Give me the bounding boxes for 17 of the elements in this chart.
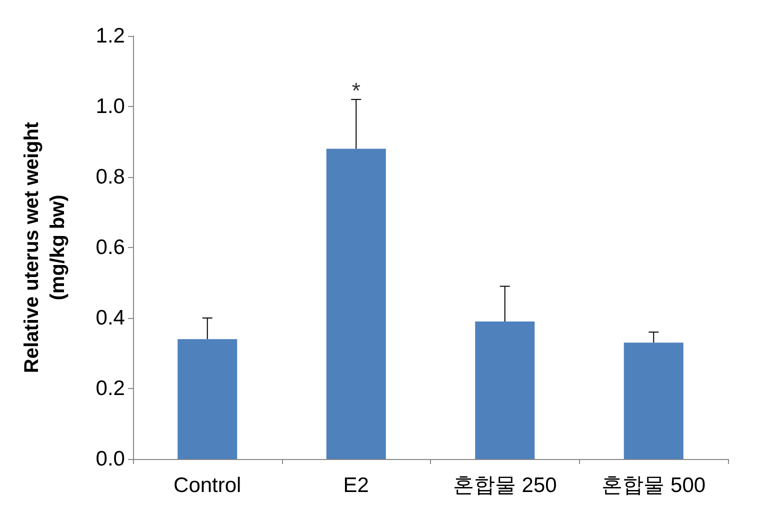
y-tick-label: 0.8 <box>96 166 125 188</box>
y-tick-label: 0.6 <box>96 236 125 259</box>
y-tick-label: 1.0 <box>96 95 125 118</box>
annotation: * <box>352 78 361 103</box>
bar <box>624 342 684 459</box>
x-tick-label: 혼합물 250 <box>452 474 557 497</box>
bar <box>475 322 535 459</box>
y-tick-label: 1.2 <box>96 24 125 48</box>
x-tick-label: Control <box>174 474 242 497</box>
bar <box>178 339 238 459</box>
x-tick-label: E2 <box>343 474 369 497</box>
y-tick-label: 0.0 <box>96 448 125 470</box>
bar <box>326 148 386 459</box>
y-tick-label: 0.4 <box>96 306 126 330</box>
y-axis-title: Relative uterus wet weight (mg/kg bw) <box>21 122 69 374</box>
x-tick-label: 혼합물 500 <box>602 474 706 497</box>
y-tick-label: 0.2 <box>96 377 125 400</box>
